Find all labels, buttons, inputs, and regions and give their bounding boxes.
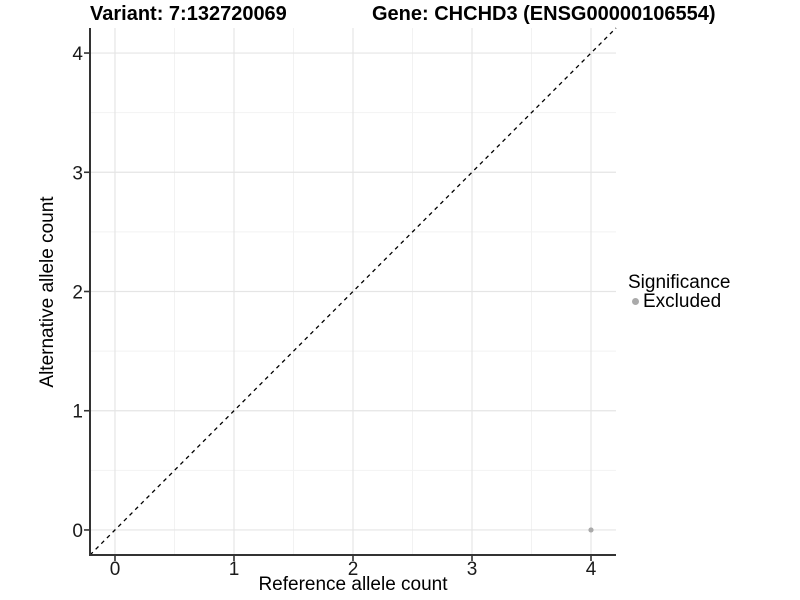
x-tick-label: 2 — [348, 559, 359, 580]
x-tick-label: 0 — [110, 559, 121, 580]
y-tick-label: 2 — [72, 283, 83, 304]
legend-item-excluded: Excluded — [628, 292, 730, 311]
legend: Significance Excluded — [628, 273, 730, 311]
x-tick-label: 4 — [586, 559, 597, 580]
y-axis-title: Alternative allele count — [37, 196, 58, 388]
legend-item-label: Excluded — [643, 291, 722, 312]
gene-title: Gene: CHCHD3 (ENSG00000106554) — [372, 3, 716, 25]
x-axis-title: Reference allele count — [258, 574, 448, 595]
x-tick-label: 3 — [467, 559, 478, 580]
y-tick-label: 3 — [72, 163, 83, 184]
y-tick-label: 1 — [72, 402, 83, 423]
data-point — [588, 527, 594, 533]
y-tick-label: 0 — [72, 521, 83, 542]
y-tick-label: 4 — [72, 44, 83, 65]
variant-title: Variant: 7:132720069 — [90, 3, 287, 25]
x-tick-label: 1 — [229, 559, 240, 580]
circle-marker-icon — [632, 298, 639, 305]
legend-title: Significance — [628, 272, 731, 293]
